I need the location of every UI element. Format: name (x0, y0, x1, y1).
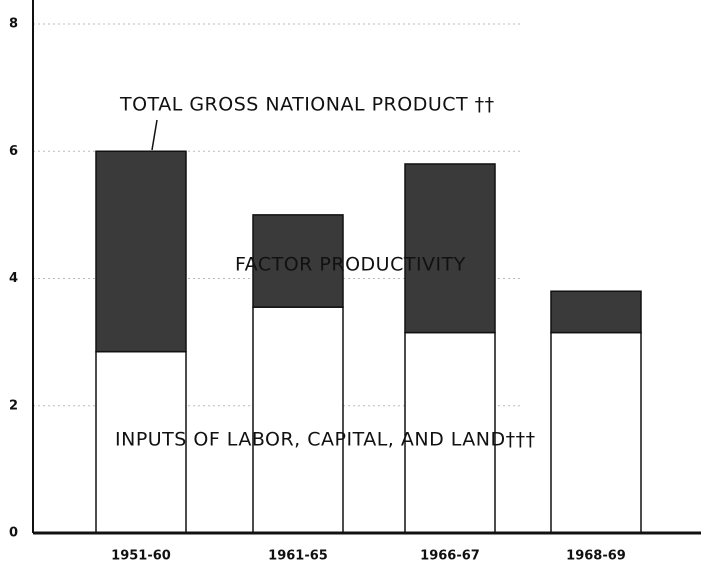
y-tick-label: 8 (9, 17, 18, 32)
bar-segment (95, 150, 187, 353)
bar-segment (550, 331, 642, 534)
series-label: INPUTS OF LABOR, CAPITAL, AND LAND††† (115, 429, 536, 451)
annotation: TOTAL GROSS NATIONAL PRODUCT †† (119, 94, 495, 116)
y-tick-label: 2 (9, 398, 18, 413)
bar-segment (252, 214, 344, 308)
bar-segment (550, 290, 642, 334)
y-tick-label: 0 (9, 526, 18, 541)
y-tick-label: 4 (9, 271, 18, 286)
series-label: FACTOR PRODUCTIVITY (235, 254, 466, 276)
x-tick-label: 1968-69 (566, 549, 626, 564)
bar-segment (95, 350, 187, 534)
x-tick-label: 1961-65 (268, 549, 328, 564)
bar-segment (404, 331, 496, 534)
y-tick-label: 6 (9, 144, 18, 159)
bar-segment (404, 163, 496, 334)
bar-segment (252, 306, 344, 534)
x-tick-label: 1951-60 (111, 549, 171, 564)
x-tick-label: 1966-67 (420, 549, 480, 564)
leader-line (151, 119, 158, 151)
